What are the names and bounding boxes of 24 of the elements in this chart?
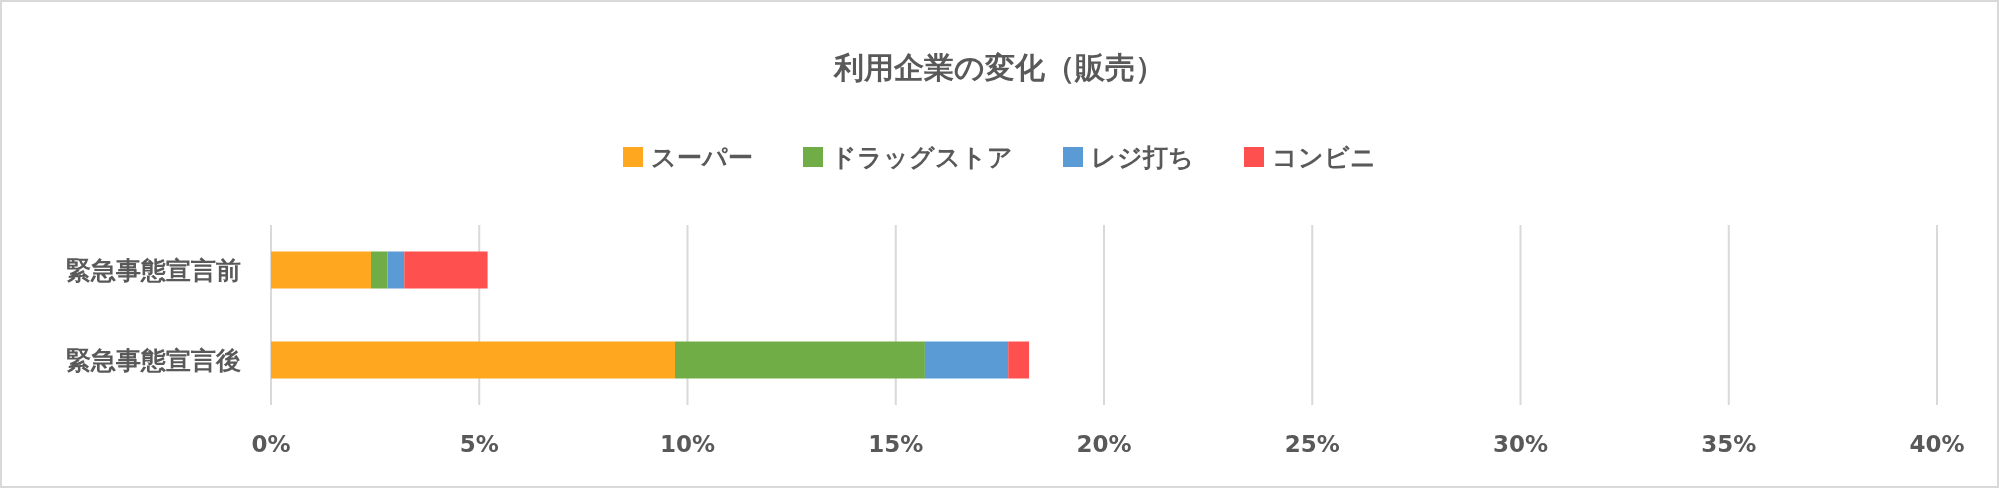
bar bbox=[271, 341, 676, 379]
bar bbox=[404, 251, 488, 289]
x-tick-label: 5% bbox=[459, 431, 499, 457]
chart-title: 利用企業の変化（販売） bbox=[833, 50, 1165, 85]
legend-label: ドラッグストア bbox=[831, 143, 1013, 172]
x-tick-label: 15% bbox=[868, 431, 924, 457]
bar bbox=[675, 341, 925, 379]
legend-label: スーパー bbox=[651, 143, 753, 172]
x-tick-label: 35% bbox=[1701, 431, 1757, 457]
x-tick-label: 10% bbox=[659, 431, 716, 457]
x-tick-label: 30% bbox=[1492, 431, 1549, 457]
bar bbox=[924, 341, 1009, 379]
x-tick-label: 0% bbox=[251, 431, 291, 457]
y-tick-label: 緊急事態宣言後 bbox=[66, 346, 241, 375]
legend-label: コンビニ bbox=[1272, 143, 1376, 172]
bar bbox=[370, 251, 388, 289]
bar bbox=[271, 251, 371, 289]
x-tick-label: 20% bbox=[1076, 431, 1132, 457]
x-tick-label: 25% bbox=[1284, 431, 1340, 457]
bar bbox=[1008, 341, 1030, 379]
x-tick-label: 40% bbox=[1909, 431, 1965, 457]
legend-label: レジ打ち bbox=[1091, 143, 1194, 172]
y-tick-label: 緊急事態宣言前 bbox=[66, 256, 241, 285]
bar bbox=[387, 251, 405, 289]
